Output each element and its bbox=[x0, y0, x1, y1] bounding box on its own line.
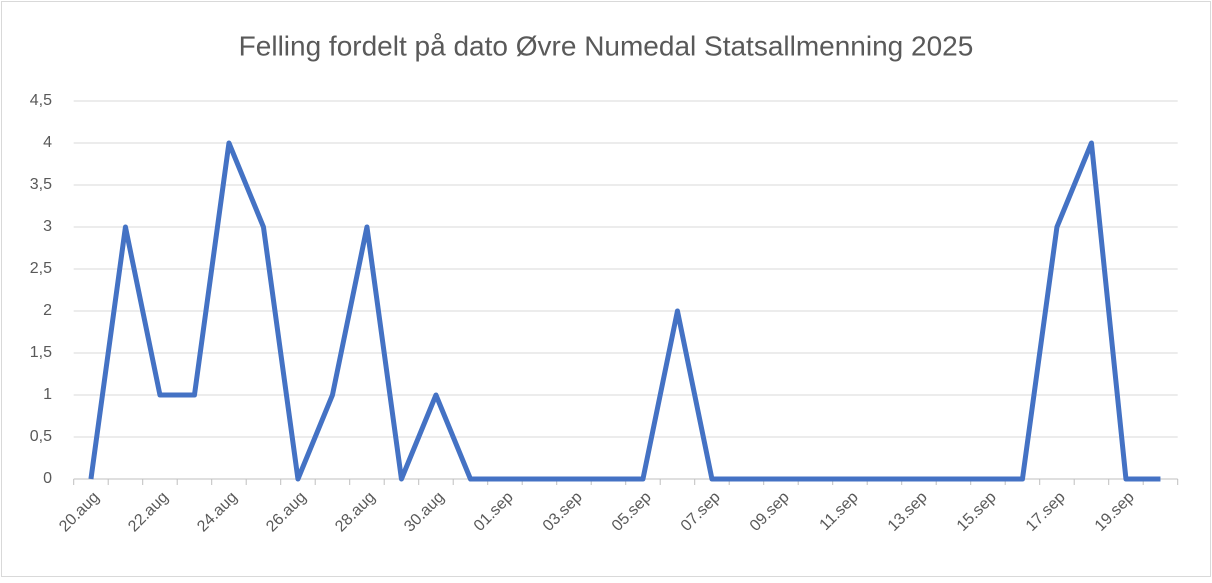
y-tick-label: 2 bbox=[43, 302, 52, 319]
y-tick-label: 4,5 bbox=[30, 92, 52, 109]
line-series bbox=[88, 140, 1161, 482]
y-tick-label: 2,5 bbox=[30, 260, 52, 277]
y-tick-label: 0 bbox=[43, 470, 52, 487]
y-tick-label: 1,5 bbox=[30, 344, 52, 361]
chart-title: Felling fordelt på dato Øvre Numedal Sta… bbox=[239, 30, 974, 61]
y-tick-label: 0,5 bbox=[30, 428, 52, 445]
y-tick-label: 1 bbox=[43, 386, 52, 403]
y-tick-label: 4 bbox=[43, 134, 52, 151]
y-tick-label: 3 bbox=[43, 218, 52, 235]
y-tick-label: 3,5 bbox=[30, 176, 52, 193]
